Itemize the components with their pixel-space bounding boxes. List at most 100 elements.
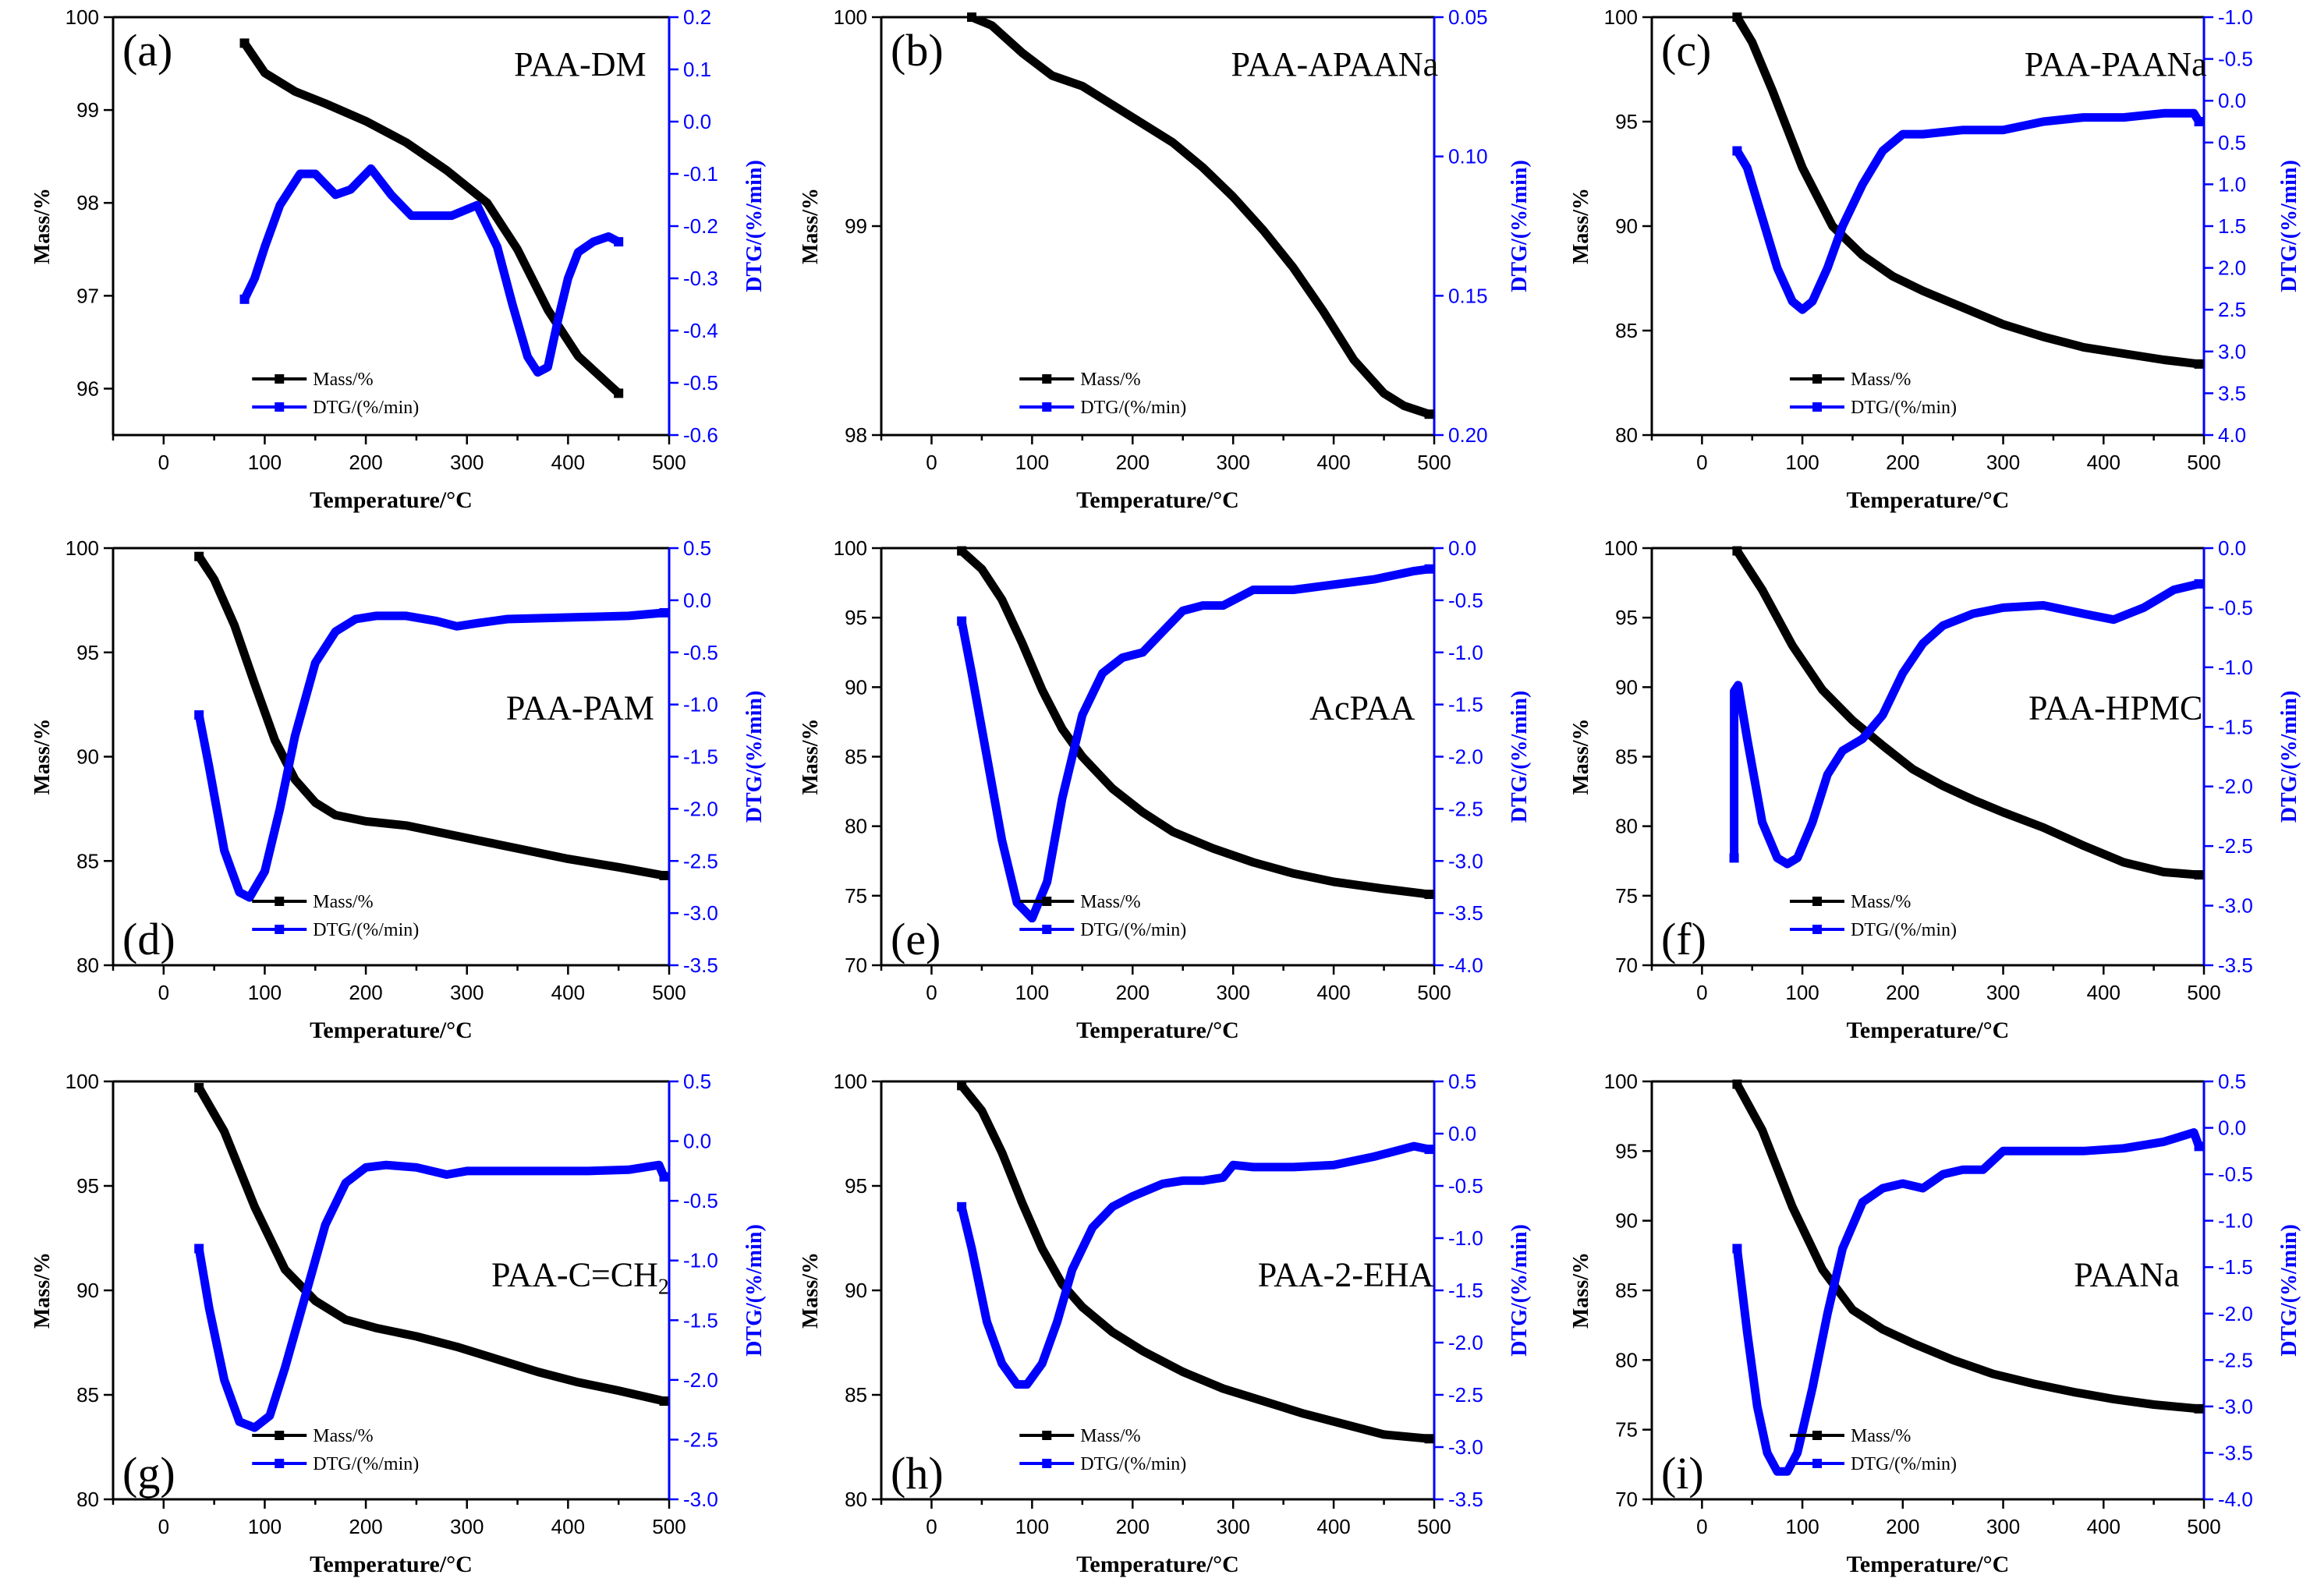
x-tick-label: 300 [1216, 451, 1249, 474]
x-tick-label: 100 [1785, 451, 1819, 474]
x-tick-label: 400 [1316, 1515, 1350, 1538]
mass-series-line [194, 552, 668, 880]
y2-tick-label: -2.5 [1448, 797, 1483, 820]
mass-series-line [957, 548, 1434, 899]
dtg-series-line [240, 164, 623, 377]
y-tick-label: 90 [76, 745, 99, 769]
y2-tick-label: 1.5 [2218, 214, 2246, 238]
x-axis-label: Temperature/°C [1076, 1552, 1239, 1577]
legend-label: DTG/(%/min) [1851, 398, 1957, 418]
y2-tick-label: -0.5 [2218, 1162, 2253, 1186]
series-marker [2194, 579, 2204, 589]
series-marker [659, 1172, 669, 1182]
y2-tick-label: -4.0 [1448, 954, 1483, 977]
x-tick-label: 200 [349, 451, 382, 474]
y2-tick-label: 0.0 [1448, 536, 1476, 560]
y2-tick-label: -0.5 [683, 641, 718, 664]
legend-label: DTG/(%/min) [313, 398, 419, 418]
series-marker [1732, 1244, 1742, 1254]
y2-tick-label: 0.5 [2218, 131, 2246, 154]
y2-axis-label: DTG/(%/min) [742, 160, 767, 292]
y-axis-label: Mass/% [1569, 1252, 1593, 1329]
x-tick-label: 400 [551, 981, 585, 1004]
legend-marker [1042, 374, 1052, 384]
dtg-series-line [1730, 579, 2204, 869]
legend-label: Mass/% [313, 1426, 373, 1446]
y2-tick-label: -4.0 [2218, 1488, 2253, 1511]
y-tick-label: 100 [1604, 1070, 1638, 1093]
chart-panel-c: 0 100 200 300 400 500 80 85 90 95 100 4.0 3.5 3.0 2.5 2… [1569, 5, 2301, 513]
legend-marker [275, 402, 285, 412]
y-tick-label: 90 [76, 1279, 99, 1302]
x-tick-label: 500 [1417, 981, 1451, 1004]
y2-tick-label: -0.1 [683, 162, 718, 186]
x-tick-label: 400 [2087, 981, 2121, 1004]
x-tick-label: 100 [1785, 1515, 1819, 1538]
y-tick-label: 95 [1615, 110, 1638, 133]
x-tick-label: 200 [1886, 1515, 1919, 1538]
dtg-series-line [194, 608, 668, 902]
y-axis-label: Mass/% [1569, 188, 1593, 264]
y2-tick-label: 0.0 [2218, 1116, 2246, 1140]
x-tick-label: 500 [1417, 1515, 1451, 1538]
x-tick-label: 500 [652, 451, 686, 474]
x-tick-label: 400 [1316, 981, 1350, 1004]
series-marker [239, 294, 250, 304]
x-tick-label: 400 [551, 451, 585, 474]
series-marker [1424, 1434, 1434, 1444]
series-marker [957, 616, 967, 626]
y2-tick-label: -2.5 [2218, 834, 2253, 858]
y2-tick-label: -2.0 [2218, 1302, 2253, 1325]
legend-marker [1812, 897, 1822, 906]
y2-tick-label: -1.0 [683, 1249, 718, 1272]
legend-marker [275, 1431, 285, 1440]
x-tick-label: 100 [1015, 981, 1049, 1004]
panel-tag: (a) [122, 25, 172, 76]
x-tick-label: 200 [1116, 1515, 1150, 1538]
y-tick-label: 80 [1615, 1348, 1638, 1371]
y2-tick-label: 0.5 [2218, 1070, 2246, 1093]
series-marker [1424, 1145, 1434, 1155]
y-tick-label: 98 [845, 423, 867, 447]
chart-panel-e: 0 100 200 300 400 500 70 75 80 85 90 95 100 -4.0 -3.5 -… [799, 536, 1532, 1043]
y2-tick-label: -3.5 [683, 954, 718, 977]
y-tick-label: 85 [76, 1383, 99, 1407]
y2-tick-label: 0.15 [1448, 284, 1488, 307]
y2-tick-label: -2.5 [683, 849, 718, 872]
y-tick-label: 80 [845, 815, 867, 838]
legend-marker [275, 897, 285, 906]
chart-panel-i: 0 100 200 300 400 500 70 75 80 85 90 95 100 -4.0 -3.5 -… [1569, 1070, 2301, 1577]
y-tick-label: 98 [76, 191, 99, 214]
x-tick-label: 500 [2187, 981, 2220, 1004]
y-tick-label: 95 [76, 641, 99, 664]
legend-marker [1812, 1431, 1822, 1440]
y2-tick-label: -2.0 [1448, 1331, 1483, 1354]
legend-label: Mass/% [1080, 892, 1140, 912]
x-tick-label: 0 [1696, 1515, 1707, 1538]
x-tick-label: 0 [926, 451, 937, 474]
y2-tick-label: 0.20 [1448, 423, 1488, 447]
y-tick-label: 95 [845, 1174, 867, 1198]
y2-axis-label: DTG/(%/min) [742, 1224, 767, 1357]
y-tick-label: 95 [1615, 606, 1638, 629]
legend-marker [1812, 402, 1822, 412]
y2-tick-label: 1.0 [2218, 172, 2246, 196]
x-tick-label: 100 [248, 1515, 282, 1538]
y-axis-label: Mass/% [799, 719, 823, 795]
y2-axis-label: DTG/(%/min) [2277, 1224, 2301, 1357]
y-tick-label: 99 [845, 214, 867, 238]
series-marker [2194, 117, 2204, 126]
y2-tick-label: 2.5 [2218, 298, 2246, 321]
legend-marker [1042, 1431, 1052, 1440]
y-tick-label: 85 [1615, 319, 1638, 342]
y-tick-label: 100 [66, 5, 99, 29]
legend-marker [1812, 374, 1822, 384]
x-tick-label: 400 [2087, 451, 2121, 474]
x-tick-label: 200 [1116, 451, 1150, 474]
x-tick-label: 400 [551, 1515, 585, 1538]
y2-tick-label: -0.5 [683, 1189, 718, 1212]
y2-tick-label: -1.0 [1448, 641, 1483, 664]
y2-axis-label: DTG/(%/min) [1508, 1224, 1532, 1357]
y-axis-label: Mass/% [1569, 719, 1593, 795]
y2-tick-label: -0.3 [683, 267, 718, 290]
